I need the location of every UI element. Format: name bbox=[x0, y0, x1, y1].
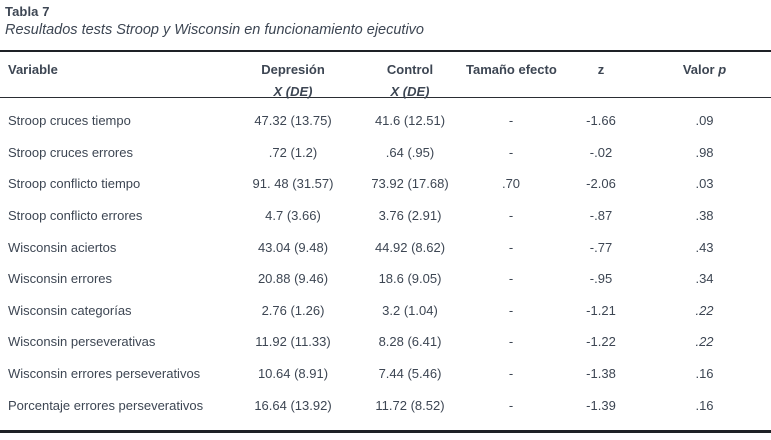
cell-variable: Stroop cruces errores bbox=[8, 144, 133, 160]
cell-tamano-efecto: - bbox=[508, 113, 514, 129]
cell-variable: Wisconsin categorías bbox=[8, 302, 132, 318]
cell-tamano-efecto: - bbox=[508, 271, 514, 287]
cell-tamano-efecto: .70 bbox=[501, 176, 521, 192]
cell-depresion: 20.88 (9.46) bbox=[257, 271, 329, 287]
cell-z: -1.66 bbox=[586, 113, 616, 129]
cell-z: -2.06 bbox=[586, 176, 616, 192]
cell-variable: Wisconsin perseverativas bbox=[8, 334, 156, 350]
cell-control: 41.6 (12.51) bbox=[374, 113, 446, 129]
table-row: Wisconsin errores 20.88 (9.46) 18.6 (9.05)… bbox=[8, 263, 763, 295]
cell-tamano-efecto: - bbox=[508, 208, 514, 224]
cell-valor-p: .34 bbox=[695, 271, 714, 287]
cell-z: -.02 bbox=[589, 144, 613, 160]
cell-tamano-efecto: - bbox=[508, 144, 514, 160]
cell-variable: Wisconsin errores perseverativos bbox=[8, 366, 201, 382]
table-body: Stroop cruces tiempo 47.32 (13.75) 41.6 (1… bbox=[0, 98, 771, 421]
cell-valor-p: .03 bbox=[695, 176, 714, 192]
results-table: Variable Depresión X (DE) Control X (DE) Tama… bbox=[0, 50, 771, 421]
cell-tamano-efecto: - bbox=[508, 334, 514, 350]
cell-valor-p: .22 bbox=[695, 302, 714, 318]
table-number-title: Tabla 7 bbox=[5, 4, 50, 19]
cell-z: -1.21 bbox=[586, 302, 616, 318]
cell-z: -1.39 bbox=[586, 397, 616, 413]
table-bottom-rule bbox=[0, 430, 771, 433]
cell-variable: Stroop cruces tiempo bbox=[8, 113, 131, 129]
cell-depresion: 47.32 (13.75) bbox=[254, 113, 332, 129]
cell-valor-p: .22 bbox=[695, 334, 714, 350]
cell-depresion: 4.7 (3.66) bbox=[265, 208, 321, 224]
table-row: Wisconsin perseverativas 11.92 (11.33) 8.2… bbox=[8, 326, 763, 358]
column-header-tamano-efecto: Tamaño efecto bbox=[466, 62, 557, 77]
table-row: Wisconsin errores perseverativos 10.64 (8… bbox=[8, 358, 763, 390]
cell-variable: Porcentaje errores perseverativos bbox=[8, 397, 204, 413]
cell-valor-p: .43 bbox=[695, 239, 714, 255]
table-row: Stroop conflicto tiempo 91. 48 (31.57) 73.… bbox=[8, 168, 763, 200]
cell-variable: Stroop conflicto tiempo bbox=[8, 176, 141, 192]
cell-valor-p: .16 bbox=[695, 397, 714, 413]
cell-z: -1.38 bbox=[586, 366, 616, 382]
cell-control: 3.76 (2.91) bbox=[378, 208, 442, 224]
cell-z: -.77 bbox=[589, 239, 613, 255]
cell-valor-p: .38 bbox=[695, 208, 714, 224]
column-header-z: z bbox=[597, 62, 605, 77]
cell-z: -1.22 bbox=[586, 334, 616, 350]
cell-valor-p: .09 bbox=[695, 113, 714, 129]
cell-control: 11.72 (8.52) bbox=[375, 397, 445, 413]
cell-depresion: 10.64 (8.91) bbox=[257, 366, 329, 382]
cell-control: 18.6 (9.05) bbox=[378, 271, 442, 287]
table-subtitle: Resultados tests Stroop y Wisconsin en f… bbox=[5, 22, 424, 38]
cell-tamano-efecto: - bbox=[508, 397, 514, 413]
cell-variable: Wisconsin aciertos bbox=[8, 239, 117, 255]
cell-tamano-efecto: - bbox=[508, 366, 514, 382]
cell-tamano-efecto: - bbox=[508, 302, 514, 318]
cell-depresion: 2.76 (1.26) bbox=[261, 302, 325, 318]
cell-variable: Stroop conflicto errores bbox=[8, 208, 143, 224]
table-row: Stroop cruces errores .72 (1.2) .64 (.95) -… bbox=[8, 137, 763, 169]
cell-tamano-efecto: - bbox=[508, 239, 514, 255]
cell-valor-p: .16 bbox=[695, 366, 714, 382]
cell-z: -.87 bbox=[589, 208, 613, 224]
cell-control: 7.44 (5.46) bbox=[378, 366, 442, 382]
column-header-variable: Variable bbox=[8, 62, 58, 77]
table-row: Wisconsin aciertos 43.04 (9.48) 44.92 (8.6… bbox=[8, 231, 763, 263]
table-row: Stroop cruces tiempo 47.32 (13.75) 41.6 (1… bbox=[8, 105, 763, 137]
cell-valor-p: .98 bbox=[695, 144, 714, 160]
column-header-valor-p: Valor p bbox=[682, 62, 727, 77]
cell-control: 8.28 (6.41) bbox=[378, 334, 442, 350]
table-row: Porcentaje errores perseverativos 16.64 (… bbox=[8, 389, 763, 421]
table-row: Wisconsin categorías 2.76 (1.26) 3.2 (1.04… bbox=[8, 295, 763, 327]
cell-z: -.95 bbox=[589, 271, 613, 287]
table-header-row: Variable Depresión X (DE) Control X (DE) Tama… bbox=[0, 52, 771, 99]
cell-depresion: 11.92 (11.33) bbox=[255, 334, 331, 350]
cell-variable: Wisconsin errores bbox=[8, 271, 113, 287]
cell-control: 3.2 (1.04) bbox=[382, 302, 438, 318]
cell-depresion: 91. 48 (31.57) bbox=[252, 176, 334, 192]
cell-control: 44.92 (8.62) bbox=[374, 239, 446, 255]
column-header-depresion: Depresión X (DE) bbox=[261, 62, 325, 99]
cell-depresion: 16.64 (13.92) bbox=[254, 397, 332, 413]
cell-control: .64 (.95) bbox=[385, 144, 435, 160]
cell-depresion: .72 (1.2) bbox=[268, 144, 318, 160]
cell-control: 73.92 (17.68) bbox=[371, 176, 449, 192]
table-row: Stroop conflicto errores 4.7 (3.66) 3.76 (… bbox=[8, 200, 763, 232]
column-header-control: Control X (DE) bbox=[386, 62, 434, 99]
cell-depresion: 43.04 (9.48) bbox=[257, 239, 329, 255]
